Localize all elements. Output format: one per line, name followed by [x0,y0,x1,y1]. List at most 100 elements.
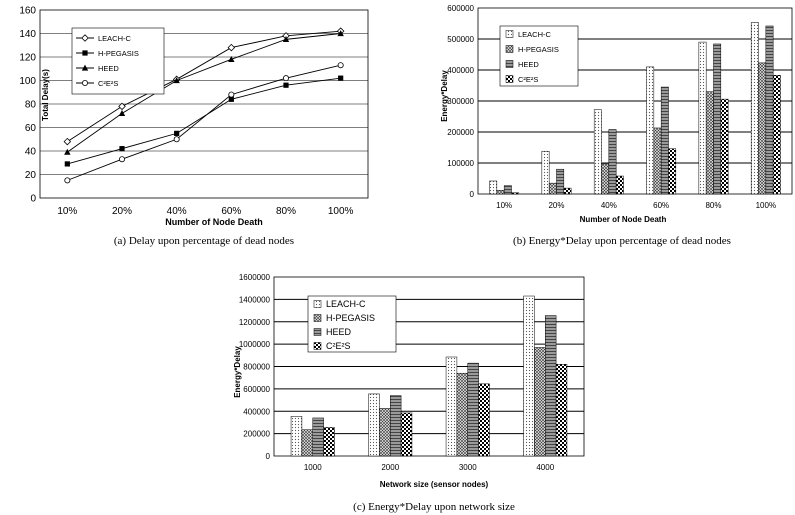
x-tick-label-a: 40% [167,206,187,217]
data-point-a [118,102,126,111]
data-point-a [81,34,89,42]
bar-b [608,129,617,195]
data-point-a [228,96,234,102]
y-tick-label-b: 500000 [447,35,474,44]
y-tick-label-a: 60 [25,123,37,134]
y-tick-label-b: 300000 [447,97,474,106]
legend-box-c [307,295,397,353]
legend-label-c: H-PEGASIS [326,313,375,323]
caption-a: (a) Delay upon percentage of dead nodes [114,235,294,247]
data-point-a [283,82,289,88]
bar-b [511,192,520,195]
data-point-a [64,177,71,184]
y-tick-label-a: 20 [25,170,37,181]
x-tick-label-a: 60% [221,206,241,217]
y-axis-label-c: Energy*Delay [233,346,242,398]
bar-b [772,75,781,195]
data-point-a [337,30,344,37]
bar-b [489,180,498,195]
y-tick-label-a: 120 [19,53,36,64]
data-point-a [173,136,180,143]
series-line-a [67,64,341,181]
bar-c [390,395,402,457]
legend-label-b: HEED [518,60,539,69]
y-tick-label-c: 400000 [243,407,270,416]
legend-swatch-b [505,75,514,83]
bar-b [593,109,602,195]
data-point-a [227,43,236,52]
y-tick-label-a: 80 [25,100,37,111]
bar-c [523,295,535,457]
y-tick-label-a: 0 [30,194,36,205]
bar-c [478,383,490,457]
bar-b [713,43,722,195]
x-axis-label-a: Number of Node Death [165,217,263,227]
bar-c [445,356,458,457]
x-tick-label-c: 4000 [536,463,554,472]
data-point-a [173,77,180,84]
data-point-a [337,62,344,69]
data-point-a [228,55,235,62]
y-tick-label-b: 200000 [447,128,474,137]
bar-b [615,175,624,195]
x-tick-label-b: 10% [496,201,512,210]
y-tick-label-a: 160 [19,6,36,17]
legend-swatch-c [313,342,322,350]
series-line-a [67,30,341,142]
bar-b [750,22,759,195]
bar-c [312,417,324,457]
data-point-a [82,50,88,56]
y-axis-label-a: Total Delay(s) [41,69,50,121]
y-tick-label-a: 140 [19,29,36,40]
x-tick-label-c: 3000 [459,463,477,472]
bar-b [653,127,662,195]
bar-c [379,408,391,457]
data-point-a [228,91,235,98]
legend-label-b: LEACH-C [518,30,552,39]
bar-c [400,412,413,457]
legend-label-a: C²E²S [98,79,118,88]
x-tick-label-b: 40% [601,201,617,210]
y-tick-label-c: 600000 [243,385,270,394]
y-tick-label-c: 1400000 [239,295,271,304]
data-point-a [64,148,71,155]
bar-b [503,185,512,195]
bar-b [705,91,714,195]
legend-swatch-b [505,45,514,53]
legend-swatch-c [313,328,322,336]
y-tick-label-a: 100 [19,76,36,87]
y-tick-label-c: 1600000 [239,273,271,282]
y-tick-label-b: 100000 [447,159,474,168]
legend-label-a: H-PEGASIS [98,49,139,58]
bar-c [323,427,335,457]
legend-label-b: H-PEGASIS [518,45,559,54]
data-point-a [338,75,344,81]
legend-swatch-c [313,300,322,308]
y-tick-label-c: 1200000 [239,318,271,327]
bar-b [668,148,677,195]
data-point-a [119,146,125,152]
y-tick-label-c: 1000000 [239,340,271,349]
bar-b [758,62,767,195]
series-line-a [67,33,341,153]
bar-b [541,150,550,195]
bar-c [534,347,546,457]
bar-b [496,190,505,195]
legend-label-b: C²E²S [518,75,538,84]
bar-c [456,372,468,457]
x-tick-label-b: 20% [548,201,564,210]
legend-swatch-b [505,30,514,38]
y-tick-label-a: 40 [25,147,37,158]
bar-b [660,86,669,195]
bar-b [548,182,557,195]
bar-b [556,168,565,195]
bar-b [720,98,729,195]
data-point-a [119,156,126,163]
data-point-a [81,64,89,71]
legend-swatch-b [505,60,514,68]
bar-c [301,429,313,457]
legend-label-a: LEACH-C [98,34,132,43]
legend-label-c: HEED [326,327,352,337]
x-tick-label-c: 2000 [381,463,399,472]
y-tick-label-b: 600000 [447,4,474,13]
